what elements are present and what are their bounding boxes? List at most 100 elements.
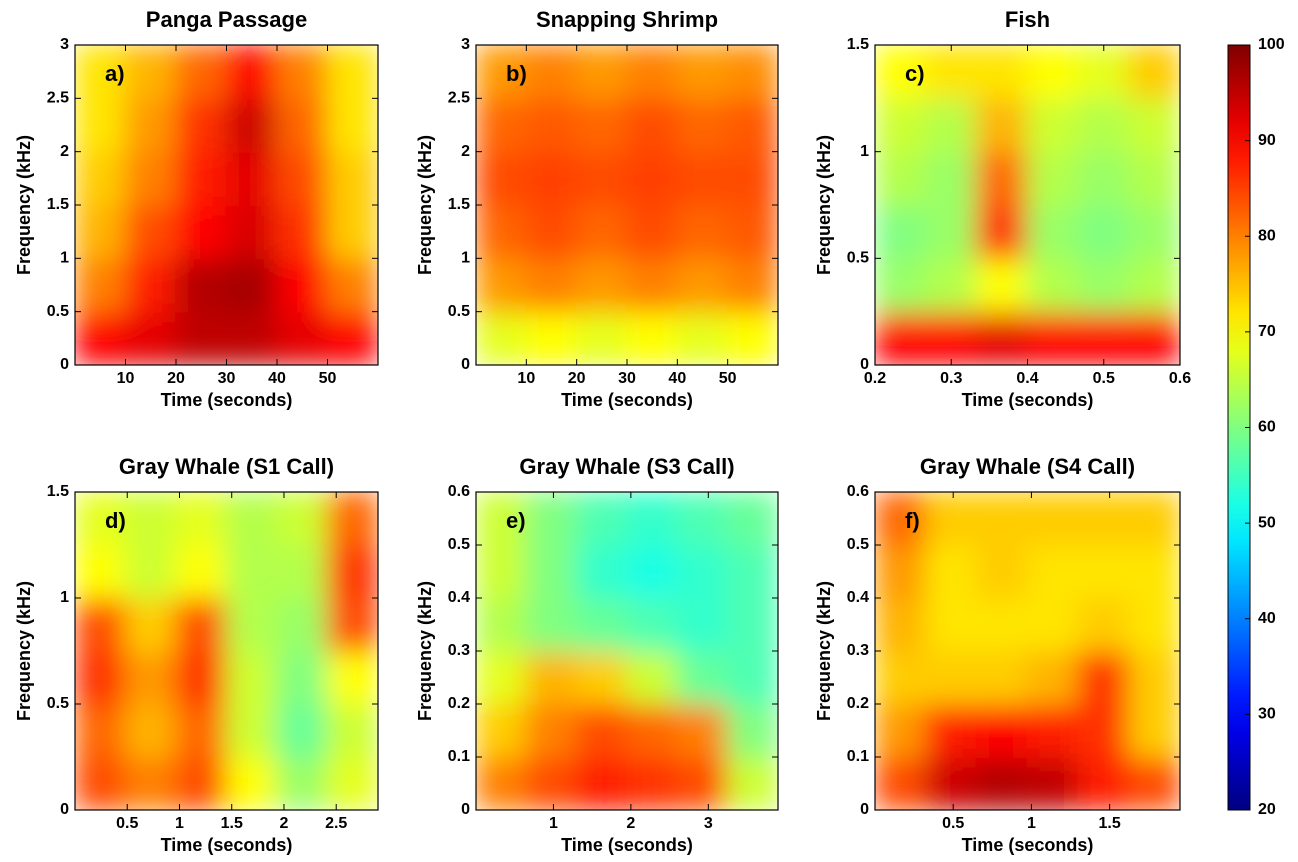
heat-cell — [676, 257, 729, 313]
x-tick-label: 20 — [568, 370, 586, 387]
colorbar-tick-label: 20 — [1258, 801, 1276, 818]
heat-cell — [1077, 703, 1131, 758]
heat-cell — [1026, 492, 1080, 546]
x-tick-label: 1 — [549, 815, 558, 832]
heat-cell — [476, 756, 528, 810]
heat-cell — [326, 257, 378, 313]
heat-cell — [525, 97, 578, 153]
heat-cell — [575, 257, 628, 313]
y-axis-label: Frequency (kHz) — [14, 135, 34, 275]
y-axis-label: Frequency (kHz) — [814, 581, 834, 721]
heat-cell — [225, 544, 278, 599]
heat-cell — [75, 756, 127, 810]
x-tick-label: 40 — [268, 370, 286, 387]
x-tick-label: 20 — [167, 370, 185, 387]
heatmap — [476, 45, 778, 365]
x-axis-label: Time (seconds) — [561, 835, 693, 855]
heat-cell — [575, 703, 628, 758]
heat-cell — [1128, 544, 1180, 599]
heat-cell — [975, 756, 1029, 810]
x-tick-label: 10 — [517, 370, 535, 387]
colorbar-tick-label: 70 — [1258, 323, 1276, 340]
heat-cell — [1128, 492, 1180, 546]
heat-cell — [875, 756, 927, 810]
heat-cell — [924, 45, 978, 100]
x-tick-label: 40 — [668, 370, 686, 387]
heatmap — [476, 492, 778, 810]
plot-area — [476, 45, 778, 365]
heat-cell — [225, 492, 278, 546]
heat-cell — [276, 544, 329, 599]
heatmap — [75, 492, 378, 810]
heat-cell — [975, 492, 1029, 546]
y-tick-label: 2 — [60, 143, 69, 160]
x-tick-label: 10 — [117, 370, 135, 387]
x-tick-label: 1.5 — [1098, 815, 1120, 832]
heat-cell — [326, 597, 378, 652]
heat-cell — [726, 756, 778, 810]
heat-cell — [575, 310, 628, 365]
heat-cell — [326, 703, 378, 758]
heat-cell — [175, 756, 228, 810]
heat-cell — [575, 650, 628, 705]
x-tick-label: 0.5 — [942, 815, 964, 832]
axes-frame — [74, 491, 379, 811]
heat-cell — [124, 597, 177, 652]
heat-cell — [75, 597, 127, 652]
heat-cell — [124, 544, 177, 599]
heat-cell — [225, 756, 278, 810]
heat-cell — [476, 310, 528, 365]
heat-cell — [626, 204, 679, 260]
heat-cell — [75, 45, 127, 100]
heat-cell — [175, 703, 228, 758]
heat-cell — [575, 150, 628, 206]
heat-cell — [975, 97, 1029, 153]
x-axis-label: Time (seconds) — [962, 390, 1094, 410]
x-tick-label: 30 — [618, 370, 636, 387]
heat-cell — [276, 310, 329, 365]
heat-cell — [575, 97, 628, 153]
heat-cell — [676, 756, 729, 810]
heat-cell — [726, 650, 778, 705]
y-axis-label: Frequency (kHz) — [415, 581, 435, 721]
heat-cell — [975, 257, 1029, 313]
heat-cell — [75, 204, 127, 260]
heat-cell — [1077, 45, 1131, 100]
heat-cell — [1026, 650, 1080, 705]
heat-cell — [326, 544, 378, 599]
x-tick-label: 0.4 — [1016, 370, 1038, 387]
heat-cell — [726, 310, 778, 365]
heat-cell — [1026, 756, 1080, 810]
heat-cell — [1026, 45, 1080, 100]
x-tick-label: 2.5 — [325, 815, 347, 832]
y-tick-label: 0.6 — [847, 483, 869, 500]
y-tick-label: 1.5 — [847, 36, 869, 53]
heat-cell — [525, 756, 578, 810]
y-tick-label: 0.3 — [448, 642, 470, 659]
y-axis-label: Frequency (kHz) — [814, 135, 834, 275]
heat-cell — [676, 45, 729, 100]
heat-cell — [75, 150, 127, 206]
x-tick-label: 1 — [1027, 815, 1036, 832]
y-tick-label: 0 — [860, 356, 869, 373]
heat-cell — [1077, 97, 1131, 153]
heat-cell — [726, 150, 778, 206]
heat-cell — [175, 597, 228, 652]
y-axis-label: Frequency (kHz) — [415, 135, 435, 275]
chart-title: Snapping Shrimp — [536, 7, 718, 32]
panel-label: e) — [506, 508, 526, 533]
heat-cell — [525, 703, 578, 758]
panel-label: c) — [905, 61, 925, 86]
heat-cell — [124, 150, 177, 206]
heat-cell — [525, 310, 578, 365]
heat-cell — [875, 650, 927, 705]
heat-cell — [175, 204, 228, 260]
heat-cell — [626, 492, 679, 546]
heat-cell — [225, 310, 278, 365]
heatmap — [75, 45, 378, 365]
heat-cell — [626, 544, 679, 599]
y-tick-label: 0 — [860, 801, 869, 818]
heat-cell — [1026, 204, 1080, 260]
heat-cell — [525, 650, 578, 705]
heat-cell — [875, 257, 927, 313]
